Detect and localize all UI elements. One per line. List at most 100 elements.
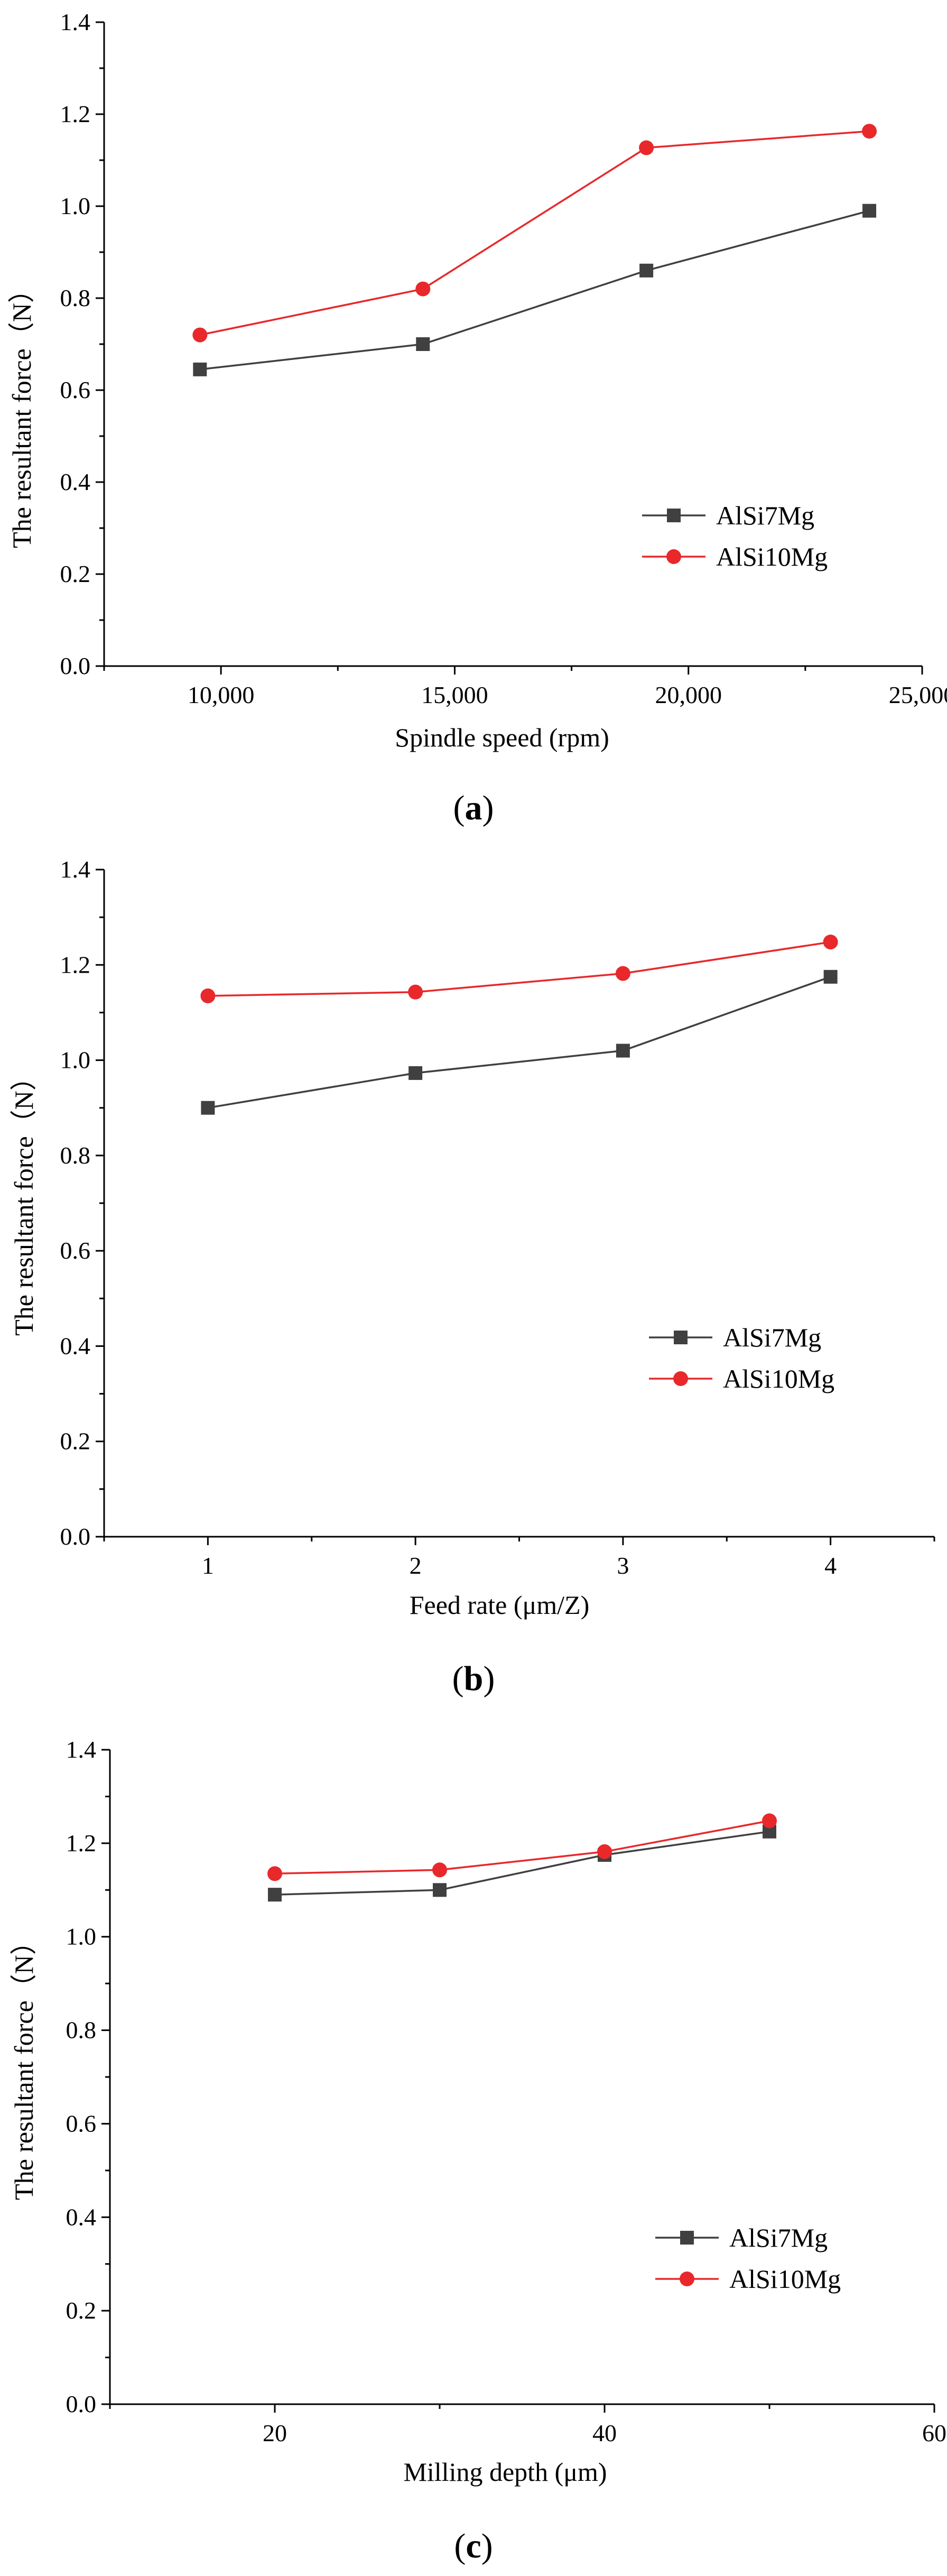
chart-a-marks: 0.0 0.2 0.4 0.6 0.8 1.0 1.2 1.4 10,000 15,000 20,0…	[60, 8, 947, 708]
chart-b-series-AlSi7Mg-point	[616, 1044, 630, 1058]
chart-c-ytick-label: 0.6	[66, 2110, 97, 2137]
chart-a-series-AlSi10Mg-point	[192, 327, 208, 343]
panel-label-b: (b)	[452, 1659, 495, 1698]
chart-c-ytick-label: 0.0	[66, 2390, 97, 2417]
chart-c-legend-label-AlSi7Mg: AlSi7Mg	[729, 2223, 828, 2252]
chart-c-series-AlSi7Mg-point	[268, 1888, 282, 1902]
chart-b-series-AlSi7Mg-line	[208, 976, 831, 1109]
chart-a-ytick-label: 1.4	[60, 8, 91, 35]
chart-a-legend-label-AlSi7Mg: AlSi7Mg	[716, 501, 814, 530]
chart-a-xtick-label: 10,000	[188, 681, 255, 708]
chart-a-series-AlSi10Mg-point	[415, 281, 431, 297]
chart-c-ylabel: The resultant force（N）	[9, 1928, 39, 2200]
chart-panel-a: 0.0 0.2 0.4 0.6 0.8 1.0 1.2 1.4 10,000 15,000 20,0…	[7, 8, 947, 827]
chart-c-ytick-label: 0.8	[66, 2017, 97, 2044]
chart-b-marks: 0.0 0.2 0.4 0.6 0.8 1.0 1.2 1.4 1 2 3 4 AlSi7Mg AlSi1…	[60, 856, 935, 1579]
chart-b-ytick-label: 0.0	[60, 1523, 91, 1550]
chart-a-ytick-label: 1.0	[60, 192, 91, 219]
chart-b-series-AlSi7Mg-point	[823, 970, 838, 984]
chart-c-ytick-label: 1.4	[66, 1736, 97, 1763]
chart-b-series-AlSi7Mg-point	[408, 1066, 423, 1080]
panel-label-a: (a)	[453, 789, 494, 827]
chart-b-legend-marker-AlSi10Mg	[673, 1371, 688, 1386]
chart-c-series-AlSi10Mg-point	[267, 1866, 282, 1881]
chart-c-xtick-label: 20	[263, 2420, 287, 2446]
chart-b-series-AlSi7Mg-point	[201, 1101, 215, 1115]
panel-label-c-open: (	[454, 2527, 466, 2565]
chart-a-ytick-label: 1.2	[60, 100, 91, 127]
chart-panel-b: 0.0 0.2 0.4 0.6 0.8 1.0 1.2 1.4 1 2 3 4 AlSi7Mg AlSi1…	[9, 856, 935, 1698]
chart-a-xtick-label: 25,000	[889, 681, 947, 708]
chart-a-legend-label-AlSi10Mg: AlSi10Mg	[716, 542, 828, 571]
chart-b-xtick-label: 2	[410, 1552, 422, 1579]
chart-a-series-AlSi7Mg-line	[200, 210, 870, 371]
panel-label-c-close: )	[481, 2527, 493, 2565]
chart-a-legend-marker-AlSi10Mg	[666, 549, 681, 564]
chart-a-series-AlSi7Mg-point	[639, 263, 654, 278]
chart-b-ytick-label: 1.4	[60, 856, 91, 883]
chart-c-series-AlSi7Mg-line	[274, 1831, 770, 1896]
chart-c-series-AlSi10Mg-point	[597, 1844, 612, 1859]
panel-label-b-close: )	[483, 1659, 495, 1698]
chart-c-ytick-label: 1.2	[66, 1830, 97, 1857]
chart-b-ytick-label: 0.6	[60, 1237, 91, 1264]
panel-label-a-open: (	[453, 789, 465, 827]
chart-b-series-AlSi10Mg-point	[408, 984, 423, 1000]
panel-label-c: (c)	[454, 2527, 493, 2565]
chart-a-series-AlSi7Mg-point	[193, 362, 207, 376]
chart-a-ytick-label: 0.4	[60, 468, 91, 495]
chart-b-xtick-label: 3	[617, 1552, 629, 1579]
chart-a-ytick-label: 0.2	[60, 560, 91, 587]
chart-b-ytick-label: 0.2	[60, 1428, 91, 1455]
chart-a-xtick-label: 20,000	[655, 681, 722, 708]
chart-b-xtick-label: 1	[202, 1552, 214, 1579]
chart-b-series-AlSi10Mg-point	[823, 935, 838, 950]
chart-b-series-AlSi10Mg-point	[200, 988, 216, 1003]
chart-b-xlabel: Feed rate (μm/Z)	[410, 1590, 590, 1620]
chart-a-ytick-label: 0.0	[60, 652, 91, 679]
chart-a-ytick-label: 0.6	[60, 376, 91, 403]
chart-panel-c: 0.0 0.2 0.4 0.6 0.8 1.0 1.2 1.4 20 40 60 AlSi7Mg AlS…	[9, 1736, 946, 2565]
chart-b-ytick-label: 1.0	[60, 1047, 91, 1074]
chart-c-xlabel: Milling depth (μm)	[403, 2457, 607, 2487]
chart-c-marks: 0.0 0.2 0.4 0.6 0.8 1.0 1.2 1.4 20 40 60 AlSi7Mg AlS…	[66, 1736, 947, 2446]
chart-b-legend-label-AlSi7Mg: AlSi7Mg	[723, 1323, 821, 1352]
chart-a-legend-marker-AlSi7Mg	[667, 509, 681, 522]
chart-b-ytick-label: 0.8	[60, 1142, 91, 1169]
chart-a-series-AlSi10Mg-point	[862, 124, 877, 139]
chart-b-ylabel: The resultant force（N）	[9, 1064, 39, 1336]
chart-a-ytick-label: 0.8	[60, 284, 91, 311]
panel-label-b-letter: b	[464, 1659, 484, 1698]
chart-c-series-AlSi10Mg-line	[274, 1820, 770, 1875]
chart-c-legend-marker-AlSi10Mg	[680, 2272, 694, 2286]
chart-c-series-AlSi7Mg-point	[433, 1883, 447, 1897]
panel-label-b-open: (	[452, 1659, 464, 1698]
panel-label-a-close: )	[482, 789, 494, 827]
chart-c-series-AlSi10Mg-point	[762, 1813, 777, 1829]
chart-c-xtick-label: 40	[592, 2420, 617, 2446]
panel-label-a-letter: a	[465, 789, 482, 827]
chart-b-series-AlSi10Mg-line	[208, 941, 831, 997]
panel-label-c-letter: c	[466, 2527, 481, 2565]
chart-c-xtick-label: 60	[922, 2420, 946, 2446]
chart-a-ylabel: The resultant force（N）	[7, 276, 36, 548]
chart-b-series-AlSi10Mg-point	[615, 966, 630, 981]
chart-b-legend-label-AlSi10Mg: AlSi10Mg	[723, 1364, 834, 1393]
chart-a-series-AlSi10Mg-point	[639, 140, 654, 155]
chart-c-legend-label-AlSi10Mg: AlSi10Mg	[729, 2264, 841, 2294]
chart-b-ytick-label: 0.4	[60, 1332, 91, 1359]
chart-a-xlabel: Spindle speed (rpm)	[395, 723, 609, 752]
chart-a-series-AlSi7Mg-point	[416, 337, 430, 351]
chart-c-series-AlSi10Mg-point	[432, 1862, 447, 1878]
chart-a-series-AlSi7Mg-point	[862, 204, 877, 218]
chart-c-legend-marker-AlSi7Mg	[680, 2231, 694, 2245]
chart-c-ytick-label: 0.4	[66, 2203, 97, 2230]
chart-c-ytick-label: 1.0	[66, 1923, 97, 1950]
chart-a-xtick-label: 15,000	[421, 681, 488, 708]
chart-b-xtick-label: 4	[824, 1552, 837, 1579]
chart-b-ytick-label: 1.2	[60, 951, 91, 978]
chart-b-legend-marker-AlSi7Mg	[674, 1331, 688, 1344]
chart-c-ytick-label: 0.2	[66, 2297, 97, 2324]
chart-a-series-AlSi10Mg-line	[199, 130, 870, 336]
